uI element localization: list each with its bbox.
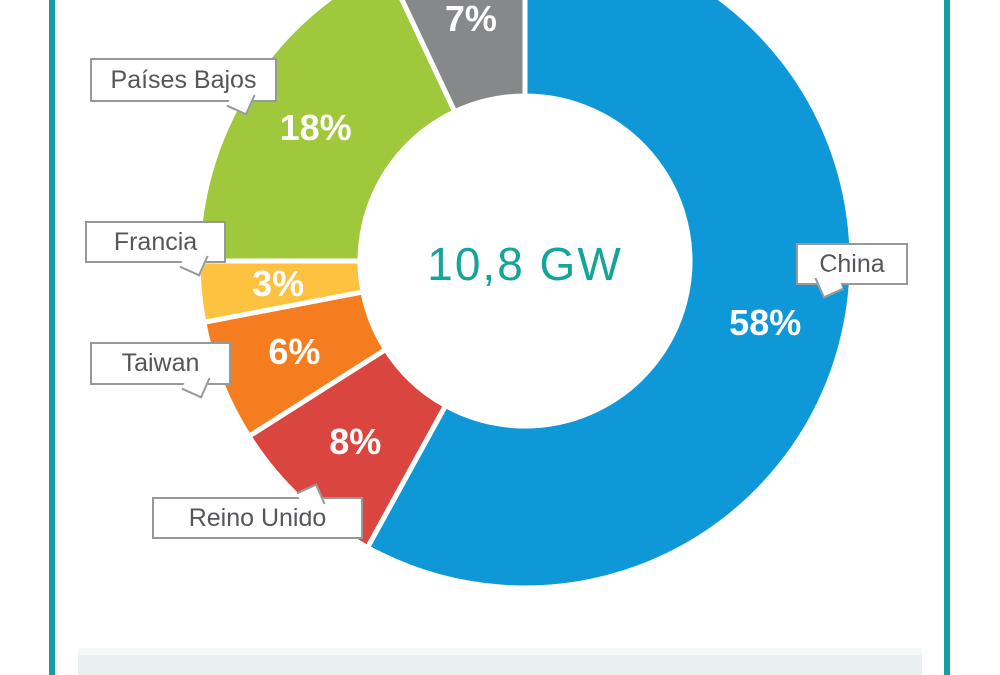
segment-percent-taiwan: 6% [268, 331, 321, 373]
segment-percent-francia: 3% [252, 263, 305, 305]
left-accent-line [49, 0, 55, 675]
callout-china: China [796, 243, 908, 299]
callout-reino-unido: Reino Unido [152, 483, 363, 539]
chart-center-total: 10,8 GW [427, 238, 623, 290]
donut-segment-países-bajos [195, 0, 459, 264]
bottom-panel [78, 655, 922, 675]
donut-segment-china [364, 0, 855, 591]
segment-percent-unlabeled: 7% [444, 0, 497, 39]
segment-percent-países-bajos: 18% [279, 107, 352, 149]
right-accent-line [944, 0, 950, 675]
segment-percent-reino-unido: 8% [329, 420, 382, 462]
callout-taiwan-label: Taiwan [121, 349, 200, 377]
donut-segment-unlabeled [399, 0, 528, 116]
callout-paises-bajos: Países Bajos [90, 58, 277, 116]
callout-taiwan: Taiwan [90, 342, 231, 399]
segment-percent-china: 58% [729, 301, 802, 343]
bottom-panel-top-strip [78, 648, 922, 655]
callout-paises-bajos-label: Países Bajos [110, 65, 257, 94]
callout-francia: Francia [85, 221, 226, 277]
callout-francia-label: Francia [113, 227, 198, 256]
